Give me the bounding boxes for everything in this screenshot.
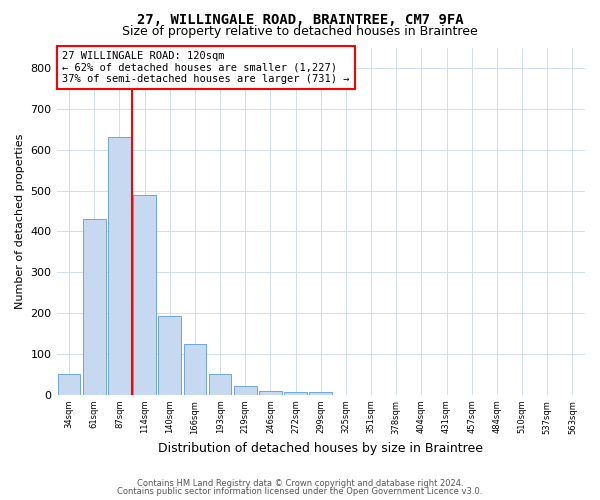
Bar	[184, 344, 206, 395]
Bar	[58, 374, 80, 395]
X-axis label: Distribution of detached houses by size in Braintree: Distribution of detached houses by size …	[158, 442, 483, 455]
Text: Contains HM Land Registry data © Crown copyright and database right 2024.: Contains HM Land Registry data © Crown c…	[137, 478, 463, 488]
Bar	[209, 374, 232, 395]
Text: 27, WILLINGALE ROAD, BRAINTREE, CM7 9FA: 27, WILLINGALE ROAD, BRAINTREE, CM7 9FA	[137, 12, 463, 26]
Bar	[284, 392, 307, 395]
Bar	[234, 386, 257, 395]
Y-axis label: Number of detached properties: Number of detached properties	[15, 134, 25, 309]
Bar	[133, 194, 156, 395]
Bar	[108, 138, 131, 395]
Text: 27 WILLINGALE ROAD: 120sqm
← 62% of detached houses are smaller (1,227)
37% of s: 27 WILLINGALE ROAD: 120sqm ← 62% of deta…	[62, 51, 349, 84]
Bar	[310, 392, 332, 395]
Bar	[83, 219, 106, 395]
Text: Size of property relative to detached houses in Braintree: Size of property relative to detached ho…	[122, 25, 478, 38]
Bar	[259, 391, 282, 395]
Text: Contains public sector information licensed under the Open Government Licence v3: Contains public sector information licen…	[118, 487, 482, 496]
Bar	[158, 316, 181, 395]
